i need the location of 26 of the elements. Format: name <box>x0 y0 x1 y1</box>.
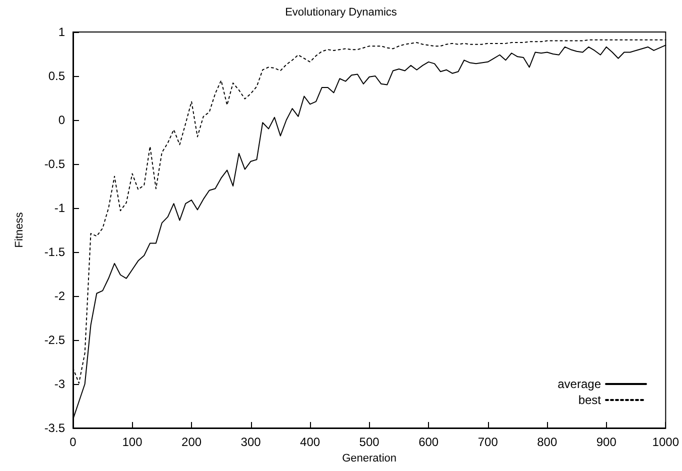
y-tick-label: 0 <box>58 113 66 127</box>
y-tick-label: -2 <box>54 289 66 303</box>
x-tick-label: 600 <box>418 435 439 449</box>
y-tick-label: -1 <box>54 201 66 215</box>
y-tick-label: 0.5 <box>48 69 66 83</box>
x-tick-label: 900 <box>596 435 617 449</box>
x-tick-label: 200 <box>182 435 202 449</box>
y-tick-label: -1.5 <box>44 245 66 259</box>
y-axis-title: Fitness <box>14 212 26 248</box>
chart-title: Evolutionary Dynamics <box>285 6 398 18</box>
x-tick-label: 400 <box>300 435 320 449</box>
x-axis-title: Generation <box>342 452 397 464</box>
y-tick-label: 1 <box>58 25 66 39</box>
y-tick-label: -3 <box>54 377 66 391</box>
x-tick-label: 1000 <box>652 435 680 449</box>
legend-label: best <box>578 393 602 407</box>
x-tick-label: 100 <box>122 435 143 449</box>
x-tick-label: 700 <box>478 435 498 449</box>
x-tick-label: 300 <box>240 435 262 449</box>
y-tick-label: -3.5 <box>44 421 66 435</box>
x-tick-label: 800 <box>537 435 558 449</box>
x-tick-label: 0 <box>70 435 77 449</box>
y-tick-label: -2.5 <box>44 333 66 347</box>
x-tick-label: 500 <box>359 435 380 449</box>
legend-label: average <box>558 377 602 391</box>
y-tick-label: -0.5 <box>44 157 66 171</box>
